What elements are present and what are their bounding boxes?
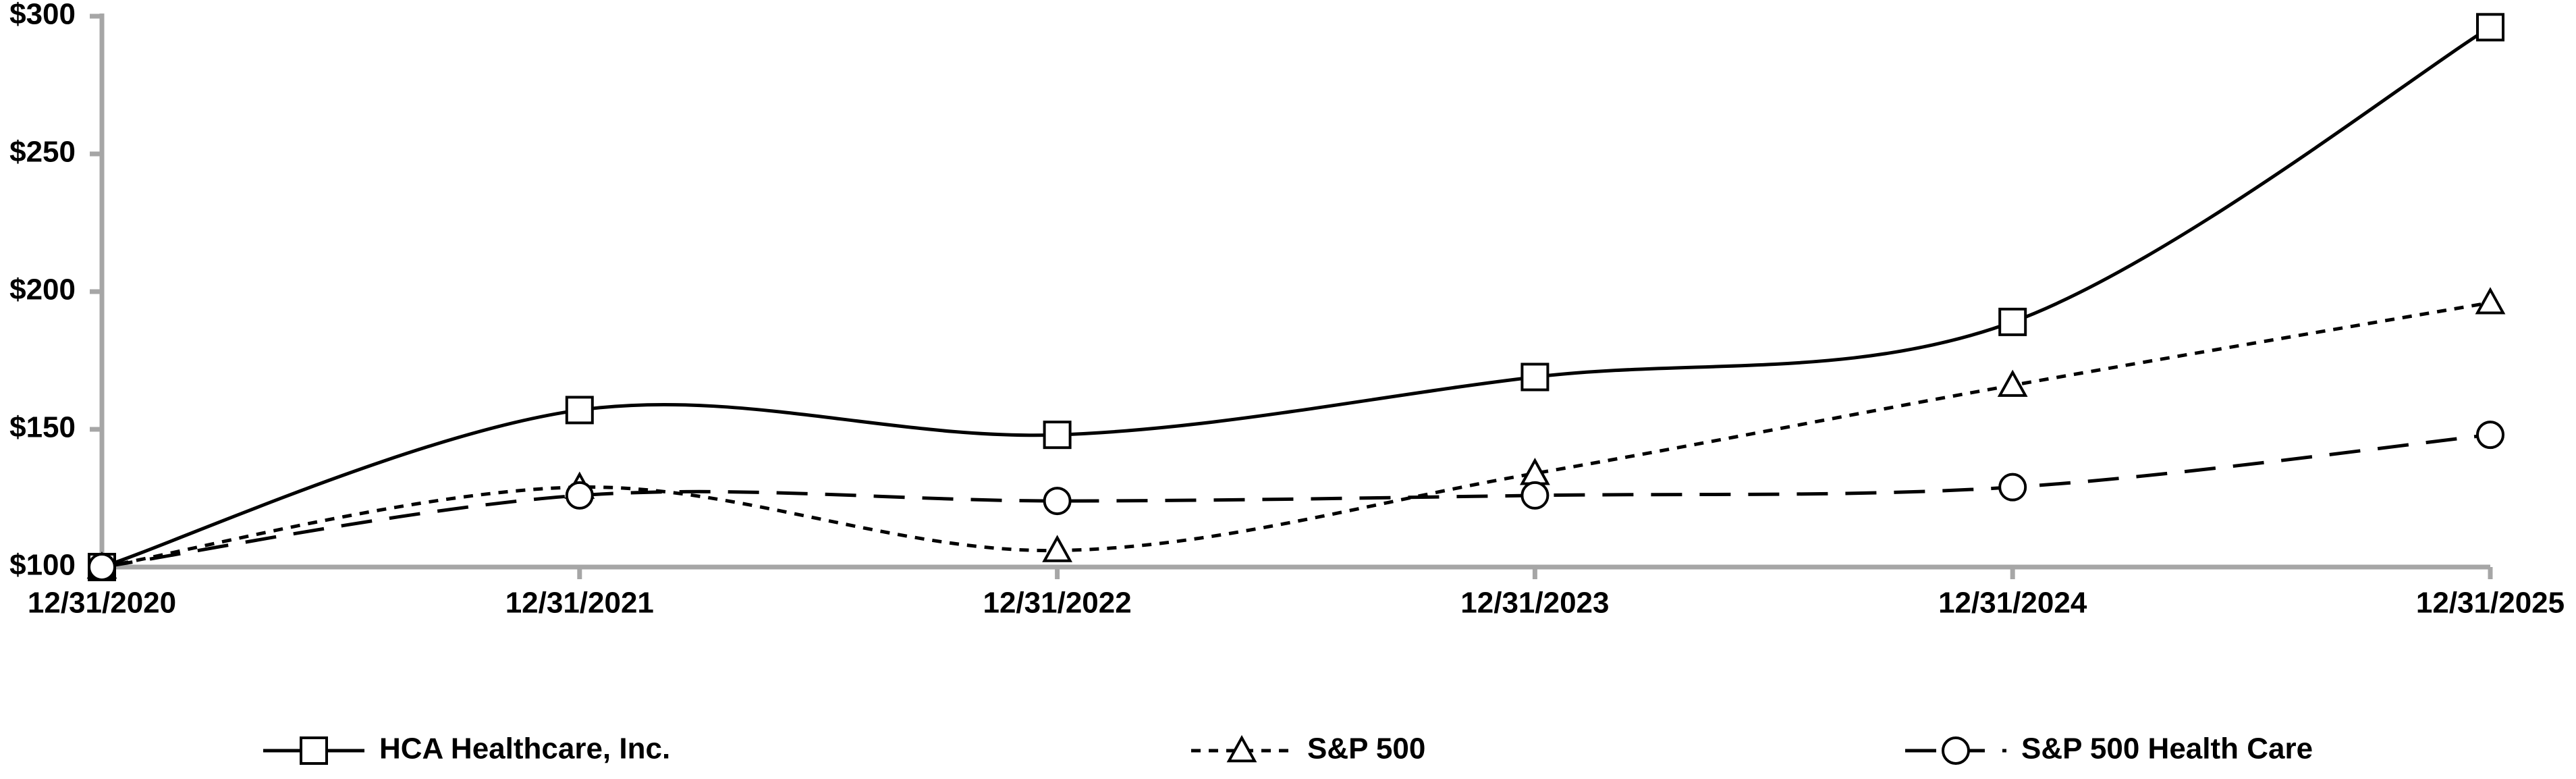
series-line <box>101 300 2491 569</box>
x-tick-label: 12/31/2020 <box>28 587 176 620</box>
y-tick-label: $100 <box>9 549 76 582</box>
data-point <box>565 396 594 425</box>
legend-label: S&P 500 <box>1307 732 1425 765</box>
data-point <box>1043 487 1072 516</box>
data-point <box>1520 362 1550 392</box>
series-line <box>101 26 2492 569</box>
legend-marker <box>1226 734 1257 763</box>
legend-label: S&P 500 Health Care <box>2021 732 2313 765</box>
legend-label: HCA Healthcare, Inc. <box>379 732 670 765</box>
data-point <box>1043 421 1072 450</box>
legend-marker <box>1942 736 1970 765</box>
data-point <box>1997 369 2028 397</box>
x-tick-label: 12/31/2025 <box>2416 587 2565 620</box>
x-tick-label: 12/31/2024 <box>1938 587 2087 620</box>
y-tick-label: $150 <box>9 411 76 444</box>
x-tick-label: 12/31/2021 <box>505 587 654 620</box>
x-tick-label: 12/31/2023 <box>1460 587 1609 620</box>
data-point <box>88 553 116 581</box>
data-point <box>2475 287 2506 315</box>
data-point <box>2476 13 2504 42</box>
legend-marker <box>300 736 328 765</box>
data-point <box>1998 473 2027 502</box>
data-point <box>1520 481 1550 510</box>
data-point <box>565 481 594 510</box>
series-line <box>101 433 2491 569</box>
y-tick-label: $300 <box>9 0 76 31</box>
y-tick-label: $250 <box>9 136 76 169</box>
data-point <box>1042 535 1072 562</box>
data-point <box>2476 421 2504 450</box>
y-tick-label: $200 <box>9 273 76 306</box>
x-tick-label: 12/31/2022 <box>983 587 1131 620</box>
data-point <box>1998 307 2027 336</box>
